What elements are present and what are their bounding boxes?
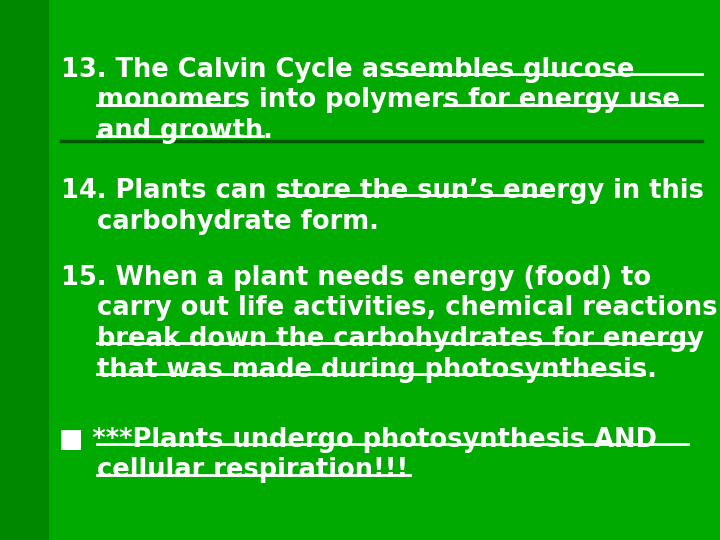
Text: and growth.: and growth. xyxy=(97,118,273,144)
Text: break down the carbohydrates for energy: break down the carbohydrates for energy xyxy=(97,326,704,352)
Text: that was made during photosynthesis.: that was made during photosynthesis. xyxy=(97,357,657,383)
Text: 14. Plants can store the sun’s energy in this: 14. Plants can store the sun’s energy in… xyxy=(61,178,704,204)
Text: monomers into polymers for energy use: monomers into polymers for energy use xyxy=(97,87,680,113)
Text: cellular respiration!!!: cellular respiration!!! xyxy=(97,457,408,483)
Text: 13. The Calvin Cycle assembles glucose: 13. The Calvin Cycle assembles glucose xyxy=(61,57,634,83)
Text: ■ ***Plants undergo photosynthesis AND: ■ ***Plants undergo photosynthesis AND xyxy=(59,427,657,453)
Text: carry out life activities, chemical reactions: carry out life activities, chemical reac… xyxy=(97,295,718,321)
FancyBboxPatch shape xyxy=(0,0,49,540)
Text: carbohydrate form.: carbohydrate form. xyxy=(97,209,379,235)
Text: 15. When a plant needs energy (food) to: 15. When a plant needs energy (food) to xyxy=(61,265,652,291)
